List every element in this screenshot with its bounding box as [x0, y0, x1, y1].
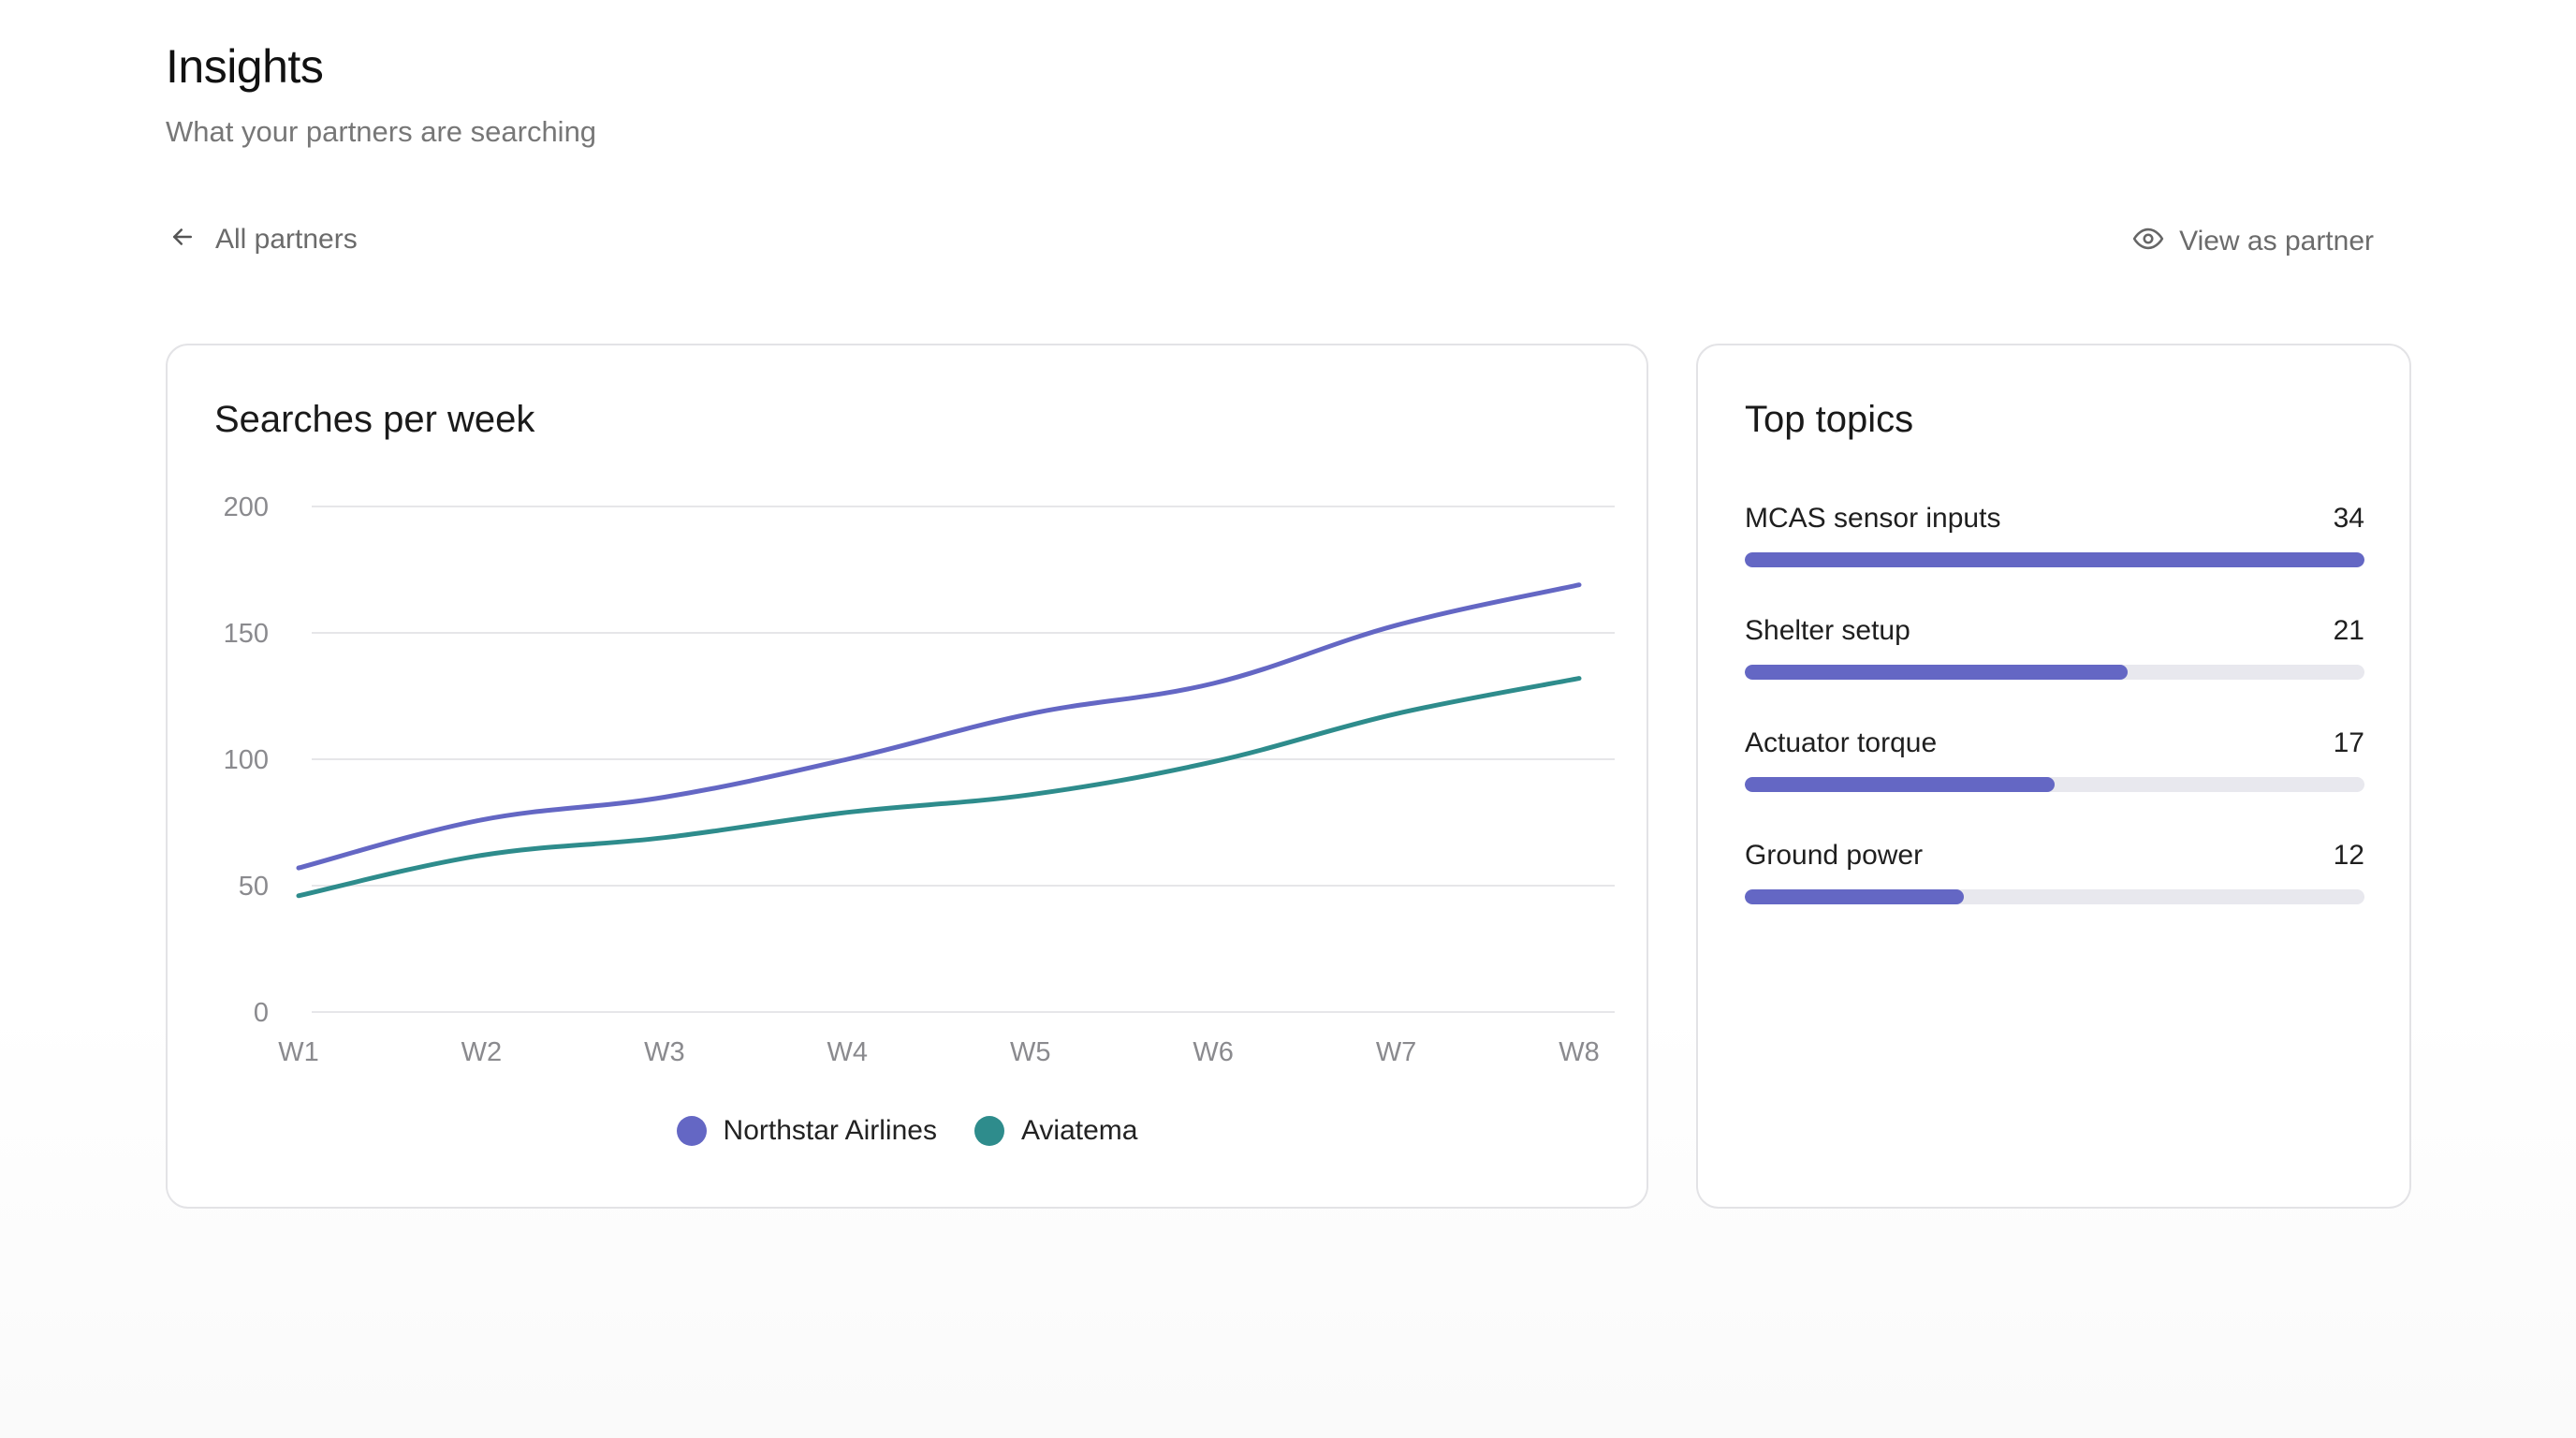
topic-bar-fill — [1745, 665, 2128, 680]
all-partners-link[interactable]: All partners — [168, 223, 358, 256]
y-tick-label: 50 — [239, 872, 269, 902]
legend-item-northstar[interactable]: Northstar Airlines — [676, 1115, 937, 1147]
topic-label: Ground power — [1745, 840, 1924, 871]
legend-label-northstar: Northstar Airlines — [723, 1115, 937, 1146]
topic-count: 21 — [2333, 615, 2364, 646]
arrow-left-icon — [168, 223, 197, 256]
x-tick-label: W6 — [1193, 1037, 1234, 1067]
y-tick-label: 150 — [224, 619, 269, 649]
topic-item: Shelter setup 21 — [1745, 615, 2364, 680]
series-line-aviatema — [296, 676, 1582, 899]
topic-bar-fill — [1745, 552, 2364, 567]
topic-count: 34 — [2333, 503, 2364, 534]
topic-label: MCAS sensor inputs — [1745, 503, 2001, 534]
x-tick-label: W3 — [644, 1037, 685, 1067]
series-line-northstar — [296, 582, 1582, 871]
chart-legend: Northstar Airlines Aviatema — [168, 1115, 1647, 1147]
top-topics-card: Top topics MCAS sensor inputs 34 Shelter… — [1696, 344, 2411, 1209]
topic-item: MCAS sensor inputs 34 — [1745, 503, 2364, 567]
topic-bar-track — [1745, 665, 2364, 680]
x-tick-label: W2 — [461, 1037, 503, 1067]
topic-label: Shelter setup — [1745, 615, 1910, 646]
x-tick-label: W7 — [1376, 1037, 1417, 1067]
topic-count: 17 — [2333, 727, 2364, 758]
topic-bar-track — [1745, 552, 2364, 567]
view-as-partner-label: View as partner — [2179, 225, 2374, 257]
topic-bar-track — [1745, 889, 2364, 904]
topic-label: Actuator torque — [1745, 727, 1938, 758]
y-tick-label: 0 — [254, 998, 269, 1028]
x-tick-label: W8 — [1559, 1037, 1600, 1067]
y-tick-label: 100 — [224, 745, 269, 775]
page-title: Insights — [166, 40, 324, 93]
y-tick-label: 200 — [224, 492, 269, 522]
searches-line-chart: 0 50 100 150 200 W1 W2 W3 W4 W5 W6 W7 W8 — [224, 492, 1615, 1067]
topic-item: Actuator torque 17 — [1745, 727, 2364, 792]
searches-chart-card: Searches per week 0 50 100 150 200 W1 W2 W3 W4 W5… — [166, 344, 1648, 1209]
all-partners-label: All partners — [215, 223, 358, 255]
legend-label-aviatema: Aviatema — [1020, 1115, 1138, 1146]
topic-bar-fill — [1745, 889, 1964, 904]
topic-bar-fill — [1745, 777, 2055, 792]
x-tick-label: W5 — [1010, 1037, 1051, 1067]
page-subtitle: What your partners are searching — [166, 115, 597, 148]
x-tick-label: W4 — [827, 1037, 869, 1067]
x-tick-label: W1 — [278, 1037, 319, 1067]
topic-count: 12 — [2333, 840, 2364, 871]
legend-marker-northstar — [676, 1116, 707, 1146]
chart-card-title: Searches per week — [214, 399, 535, 440]
topic-bar-track — [1745, 777, 2364, 792]
eye-icon — [2132, 223, 2164, 259]
topic-item: Ground power 12 — [1745, 840, 2364, 904]
view-as-partner-button[interactable]: View as partner — [2132, 223, 2374, 259]
topics-card-title: Top topics — [1745, 399, 1914, 440]
legend-item-aviatema[interactable]: Aviatema — [973, 1115, 1138, 1147]
legend-marker-aviatema — [973, 1116, 1004, 1146]
